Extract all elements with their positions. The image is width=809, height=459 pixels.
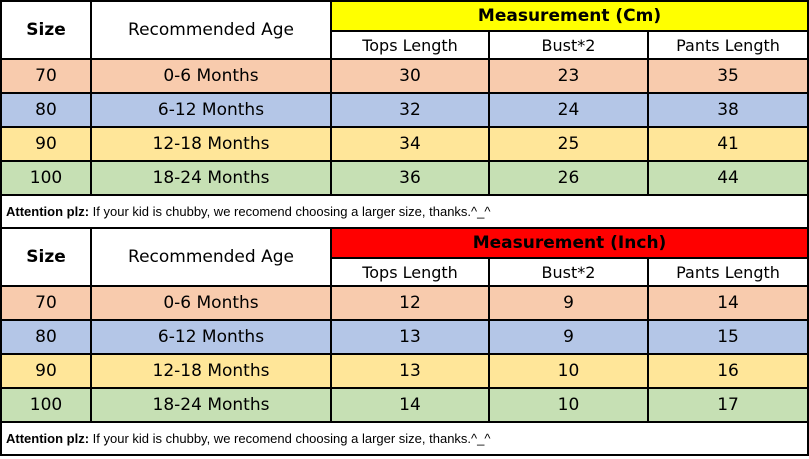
attention-row-cm: Attention plz: If your kid is chubby, we… [0,194,809,229]
attention-note: Attention plz: If your kid is chubby, we… [0,421,809,456]
age-cell: 0-6 Months [90,58,332,94]
table-row-inch-70: 70 0-6 Months 12 9 14 [0,285,809,321]
subheader-pants-length: Pants Length [646,30,809,60]
age-cell: 6-12 Months [90,319,332,355]
subheader-tops-length: Tops Length [330,257,490,287]
measurement-inch-header: Measurement (Inch) [329,227,809,259]
attention-text: If your kid is chubby, we recomend choos… [89,204,491,219]
tops-length-cell: 32 [330,92,490,128]
attention-row-inch: Attention plz: If your kid is chubby, we… [0,421,809,456]
pants-length-cell: 44 [646,160,809,196]
bust-cell: 10 [488,387,649,423]
tops-length-cell: 34 [330,126,490,162]
bust-cell: 24 [488,92,649,128]
subheader-tops-length: Tops Length [330,30,490,60]
table-row-cm-80: 80 6-12 Months 32 24 38 [0,92,809,128]
size-cell: 80 [0,319,92,355]
bust-cell: 25 [488,126,649,162]
subheader-pants-length: Pants Length [646,257,809,287]
age-cell: 18-24 Months [90,160,332,196]
pants-length-cell: 41 [646,126,809,162]
pants-length-cell: 14 [646,285,809,321]
tops-length-cell: 36 [330,160,490,196]
age-cell: 0-6 Months [90,285,332,321]
size-cell: 100 [0,160,92,196]
bust-cell: 10 [488,353,649,389]
pants-length-cell: 35 [646,58,809,94]
age-cell: 18-24 Months [90,387,332,423]
bust-cell: 23 [488,58,649,94]
table-row-cm-100: 100 18-24 Months 36 26 44 [0,160,809,196]
table-row-inch-100: 100 18-24 Months 14 10 17 [0,387,809,423]
age-column-header: Recommended Age [90,227,332,287]
size-cell: 90 [0,126,92,162]
subheader-row-cm: Tops Length Bust*2 Pants Length [1,30,809,60]
tops-length-cell: 14 [330,387,490,423]
tops-length-cell: 12 [330,285,490,321]
attention-label: Attention plz: [6,431,90,446]
size-cell: 70 [0,58,92,94]
bust-cell: 9 [488,319,649,355]
pants-length-cell: 16 [646,353,809,389]
bust-cell: 26 [488,160,649,196]
age-cell: 12-18 Months [90,353,332,389]
size-table-inch: Size Recommended Age Measurement (Inch) … [0,227,809,456]
age-column-header: Recommended Age [90,0,332,60]
size-cell: 80 [0,92,92,128]
bust-cell: 9 [488,285,649,321]
table-row-inch-80: 80 6-12 Months 13 9 15 [0,319,809,355]
table-row-cm-70: 70 0-6 Months 30 23 35 [0,58,809,94]
attention-note: Attention plz: If your kid is chubby, we… [0,194,809,229]
attention-label: Attention plz: [6,204,90,219]
age-cell: 6-12 Months [90,92,332,128]
size-cell: 100 [0,387,92,423]
table-row-inch-90: 90 12-18 Months 13 10 16 [0,353,809,389]
table-row-cm-90: 90 12-18 Months 34 25 41 [0,126,809,162]
size-cell: 70 [0,285,92,321]
subheader-row-inch: Tops Length Bust*2 Pants Length [1,257,809,287]
age-cell: 12-18 Months [90,126,332,162]
subheader-bust: Bust*2 [488,257,649,287]
size-column-header: Size [0,0,92,60]
pants-length-cell: 15 [646,319,809,355]
tops-length-cell: 13 [330,353,490,389]
size-cell: 90 [0,353,92,389]
size-table-cm: Size Recommended Age Measurement (Cm) To… [0,0,809,229]
size-column-header: Size [0,227,92,287]
header-row-inch: Size Recommended Age Measurement (Inch) [0,227,809,287]
measurement-cm-header: Measurement (Cm) [329,0,809,32]
tops-length-cell: 13 [330,319,490,355]
pants-length-cell: 38 [646,92,809,128]
tops-length-cell: 30 [330,58,490,94]
attention-text: If your kid is chubby, we recomend choos… [89,431,491,446]
subheader-bust: Bust*2 [488,30,649,60]
header-row-cm: Size Recommended Age Measurement (Cm) [0,0,809,60]
pants-length-cell: 17 [646,387,809,423]
